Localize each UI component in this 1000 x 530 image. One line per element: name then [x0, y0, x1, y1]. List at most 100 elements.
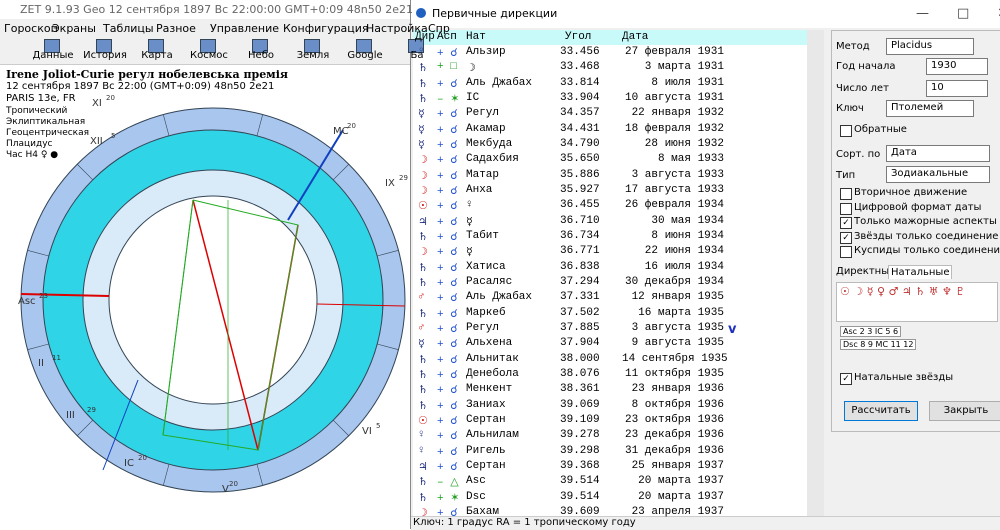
checkbox-label[interactable]: Обратные — [854, 124, 907, 135]
row-date: 16 июля 1934 — [644, 260, 724, 273]
kind-value[interactable]: Зодиакальные — [886, 166, 990, 183]
checkbox[interactable] — [840, 246, 852, 258]
row-date: 17 августа 1933 — [624, 183, 724, 196]
row-direction: ♄ — [418, 477, 428, 490]
row-natal: Бахам — [466, 505, 500, 518]
row-date: 18 февраля 1932 — [624, 122, 724, 135]
row-aspect: + ☌ — [437, 354, 458, 367]
checkbox[interactable]: ✓ — [840, 373, 852, 385]
sort-value[interactable]: Дата — [886, 145, 990, 162]
row-aspect: + ☌ — [437, 155, 458, 168]
house-label: V — [222, 484, 229, 495]
toolbar-icon[interactable] — [96, 39, 112, 53]
menu-item[interactable]: Управление — [210, 22, 280, 35]
checkbox[interactable]: ✓ — [840, 231, 852, 244]
menu-item[interactable]: Разное — [156, 22, 196, 35]
toolbar-icon[interactable] — [44, 39, 60, 53]
row-angle: 33.468 — [560, 61, 600, 74]
close-icons[interactable]: —□✕ — [916, 6, 1000, 21]
checkbox-label[interactable]: Вторичное движение — [854, 187, 968, 198]
toolbar-button[interactable]: История — [83, 50, 127, 61]
dialog-icon — [416, 8, 426, 18]
row-angle: 36.771 — [560, 245, 600, 258]
checkbox-label[interactable]: Натальные звёзды — [854, 372, 954, 383]
toolbar-icon[interactable] — [304, 39, 320, 53]
row-natal: Заниах — [466, 398, 506, 411]
chart-setting: Геоцентрическая — [6, 128, 90, 138]
column-header: Асп — [437, 31, 457, 43]
row-date: 30 декабря 1934 — [624, 275, 724, 288]
chart-place: PARIS 13e, FR — [6, 93, 76, 104]
row-natal: Менкент — [466, 383, 513, 396]
menu-item[interactable]: Настройка — [366, 22, 428, 35]
row-direction: ♄ — [418, 492, 428, 505]
row-direction: ♄ — [418, 400, 428, 413]
checkbox[interactable] — [840, 202, 852, 215]
menu-item[interactable]: Спр — [428, 22, 450, 35]
row-direction: ♄ — [418, 308, 428, 321]
row-aspect: + ☌ — [437, 262, 458, 275]
field-value[interactable]: Птолемей — [886, 100, 974, 117]
row-direction: ♄ — [418, 385, 428, 398]
row-direction: ☽ — [418, 185, 428, 198]
toolbar-button[interactable]: Космос — [190, 50, 228, 61]
field-value[interactable]: Placidus — [886, 38, 974, 55]
checkbox[interactable]: ✓ — [840, 217, 852, 229]
row-angle: 39.278 — [560, 429, 600, 442]
toolbar-button[interactable]: Google — [347, 50, 383, 61]
toolbar-icon[interactable] — [252, 39, 268, 53]
checkbox[interactable] — [840, 125, 852, 137]
checkbox-label[interactable]: Куспиды только соединения — [854, 245, 1000, 256]
toolbar-button[interactable]: Ба — [410, 50, 424, 61]
dialog: —□✕ — [410, 0, 1000, 530]
chart-setting: Эклиптикальная — [6, 117, 86, 127]
row-angle: 35.886 — [560, 168, 600, 181]
row-direction: ☽ — [418, 247, 428, 260]
menu-item[interactable]: Экраны — [52, 22, 96, 35]
cusp-list: Dsc 8 9 MC 11 12 — [840, 339, 917, 350]
button[interactable]: Рассчитать — [844, 401, 918, 421]
tab[interactable]: Натальные — [888, 265, 953, 279]
row-date: 8 июня 1934 — [651, 229, 724, 242]
toolbar-button[interactable]: Данные — [32, 50, 74, 61]
menu-item[interactable]: Конфигурация — [283, 22, 369, 35]
chart-setting: Тропический — [6, 106, 68, 116]
button[interactable]: Закрыть — [929, 401, 1000, 421]
row-date: 8 октября 1936 — [631, 398, 724, 411]
row-date: 20 марта 1937 — [638, 490, 724, 503]
row-angle: 39.514 — [560, 490, 600, 503]
table-header — [413, 30, 807, 45]
checkbox-label[interactable]: Только мажорные аспекты — [854, 216, 997, 227]
toolbar-button[interactable]: Земля — [296, 50, 330, 61]
row-direction: ♀ — [418, 444, 425, 457]
row-angle: 34.431 — [560, 122, 600, 135]
field-value[interactable]: 10 — [926, 80, 988, 97]
chart-date: 12 сентября 1897 Вс 22:00 (GMT+0:09) 48n… — [6, 81, 275, 92]
kind-label: Тип — [836, 170, 856, 181]
row-angle: 39.368 — [560, 459, 600, 472]
tab[interactable]: Директные — [836, 266, 896, 277]
row-natal: IC — [466, 91, 480, 104]
field-value[interactable]: 1930 — [926, 58, 988, 75]
house-label: IC — [124, 458, 134, 469]
checkbox[interactable] — [840, 188, 852, 200]
menu-item[interactable]: Таблицы — [103, 22, 154, 35]
status-text: Ключ: 1 градус RA = 1 тропическому году — [413, 517, 636, 528]
toolbar-icon[interactable] — [408, 39, 424, 53]
row-aspect: – ✶ — [437, 93, 460, 106]
row-natal: Регул — [466, 107, 500, 120]
row-natal: Аль Джабах — [466, 291, 533, 304]
toolbar-button[interactable]: Небо — [248, 50, 274, 61]
toolbar-icon[interactable] — [356, 39, 372, 53]
row-natal: Альзир — [466, 46, 506, 58]
toolbar-button[interactable]: Карта — [141, 50, 173, 61]
row-date: 8 мая 1933 — [657, 153, 724, 166]
checkbox-label[interactable]: Звёзды только соединение — [854, 230, 999, 242]
column-header: Нат — [466, 31, 486, 43]
menu-item[interactable]: Гороскоп — [4, 22, 58, 35]
checkbox-label[interactable]: Цифровой формат даты — [854, 201, 982, 213]
toolbar-icon[interactable] — [148, 39, 164, 53]
toolbar-icon[interactable] — [200, 39, 216, 53]
row-angle: 38.361 — [560, 383, 600, 396]
row-date: 12 января 1935 — [631, 291, 724, 304]
